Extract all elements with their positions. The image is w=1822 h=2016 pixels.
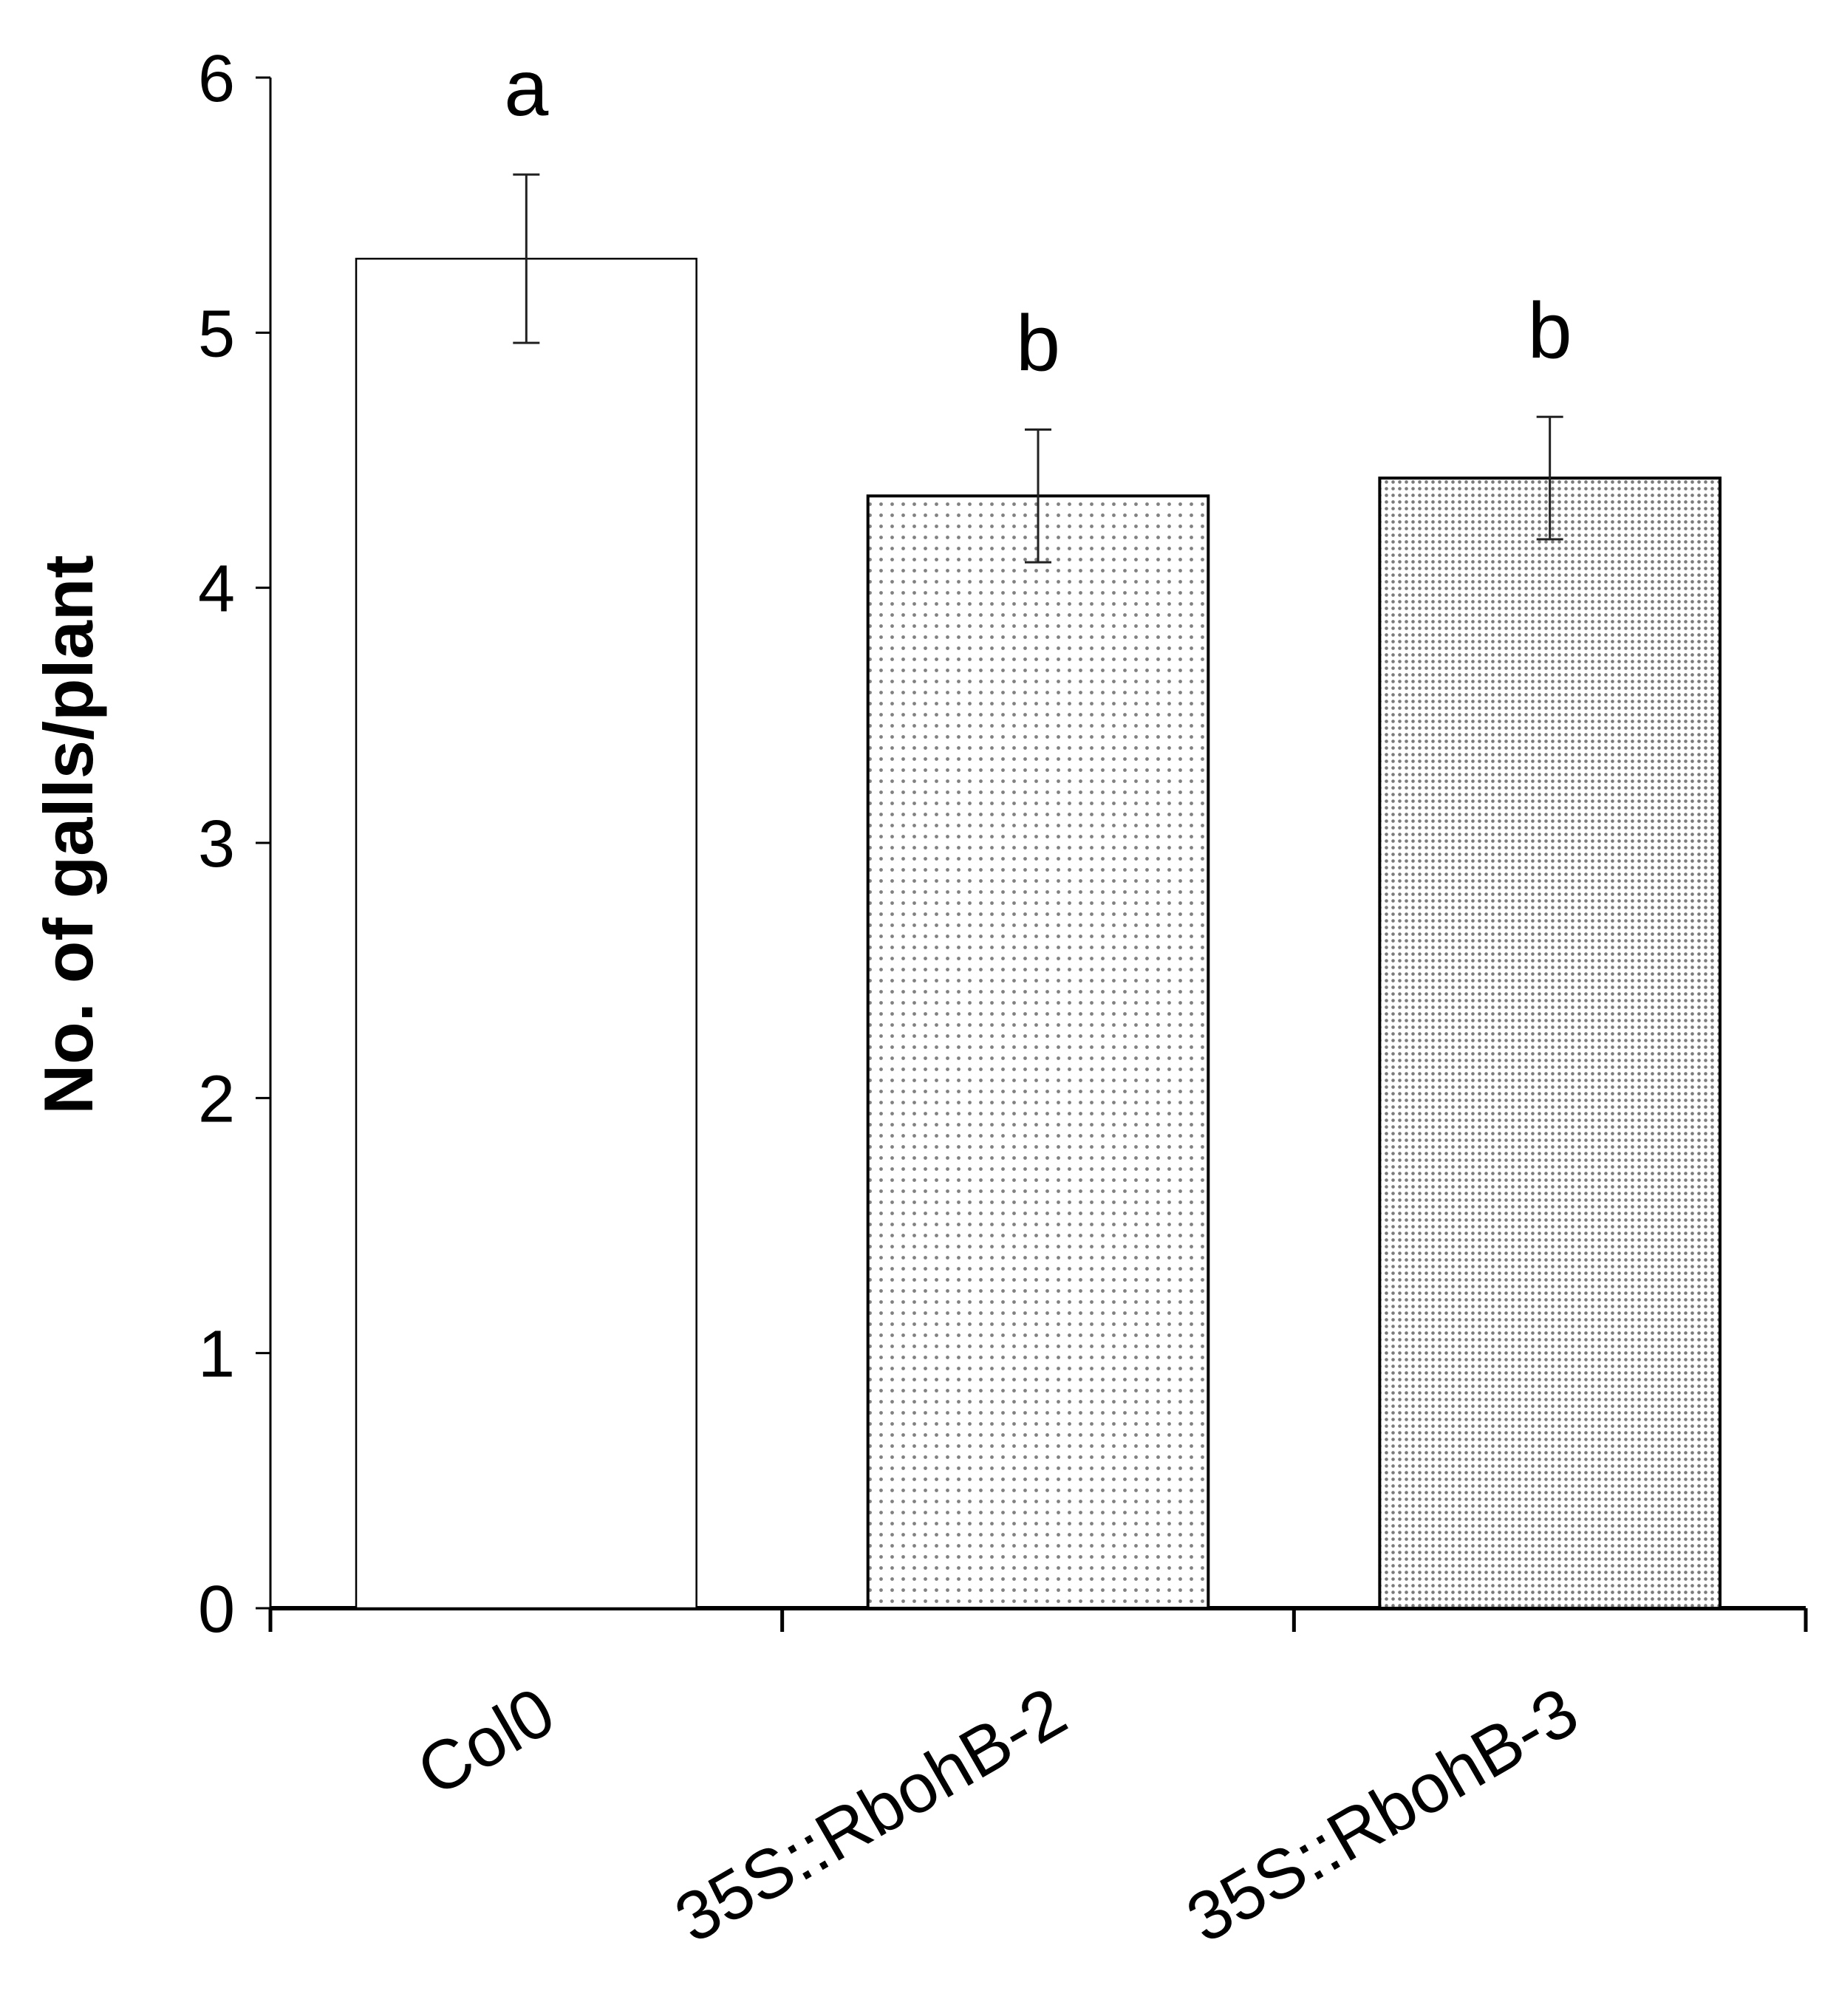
y-tick-label: 4 <box>198 553 235 626</box>
bar <box>866 494 1210 1610</box>
error-bar <box>1536 415 1563 541</box>
category-label: 35S::RbohB-3 <box>1174 1672 1591 1957</box>
error-bar <box>1025 428 1051 564</box>
bar <box>355 257 697 1610</box>
category-label: 35S::RbohB-2 <box>662 1672 1079 1957</box>
y-tick-label: 3 <box>198 807 235 881</box>
significance-label: b <box>1528 285 1572 375</box>
y-tick-label: 2 <box>198 1062 235 1136</box>
significance-label: b <box>1016 298 1060 388</box>
bars: a b b <box>355 43 1722 1610</box>
significance-label: a <box>504 43 549 132</box>
y-tick-label: 6 <box>198 42 235 116</box>
y-tick-label: 0 <box>198 1573 235 1647</box>
bar <box>1378 476 1722 1610</box>
category-label: Col0 <box>404 1672 567 1811</box>
y-tick-label: 1 <box>198 1318 235 1392</box>
y-axis: 0 1 2 3 4 5 6 <box>198 42 272 1647</box>
y-axis-title: No. of galls/plant <box>30 555 107 1114</box>
error-bar <box>513 173 540 344</box>
x-axis: Col0 35S::RbohB-2 35S::RbohB-3 <box>268 1606 1808 1958</box>
y-tick-label: 5 <box>198 297 235 371</box>
